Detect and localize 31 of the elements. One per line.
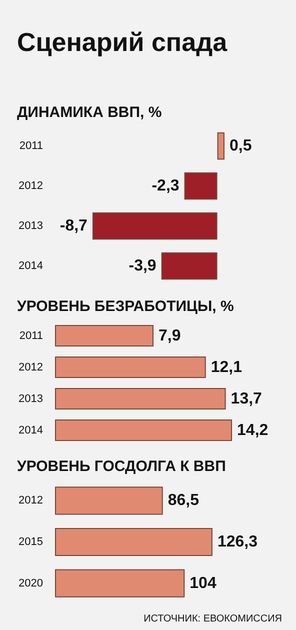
chart-subtitle: ДИНАМИКА ВВП, % [17,104,162,121]
y-tick-label: 2014 [18,424,43,436]
chart-title: УРОВЕНЬ БЕЗРАБОТИЦЫ, % [17,298,234,315]
data-label: 104 [190,574,216,592]
y-tick-label: 2011 [19,330,43,342]
y-tick-label: 2012 [18,494,43,507]
data-label: -8,7 [60,218,88,234]
chart-title: УРОВЕНЬ ГОСДОЛГА К ВВП [17,458,226,475]
y-tick-label: 2013 [18,392,43,405]
bar [55,356,206,378]
data-label: 126,3 [217,534,258,550]
data-label: -3,9 [128,258,156,274]
text: ИСТОЧНИК: ЕВОКОМИССИЯ [144,614,282,624]
y-tick-label: 2012 [18,180,43,192]
chart-title: Сценарий спада [17,27,228,57]
data-label: 12,1 [210,358,242,376]
bar [55,388,226,410]
y-tick-label: 2015 [18,536,43,548]
y-tick-label: 2020 [18,577,43,590]
y-tick-label: 2011 [19,140,43,152]
data-label: 14,2 [237,422,268,439]
bar [55,325,154,346]
data-label: 7,9 [158,327,181,344]
data-label: 13,7 [230,390,262,408]
data-label: 86,5 [168,492,200,510]
data-label: 0,5 [229,138,252,154]
bar [55,420,232,441]
data-label: -2,3 [152,178,180,194]
y-tick-label: 2014 [18,260,43,272]
y-tick-label: 2012 [18,361,43,374]
y-tick-label: 2013 [18,220,43,232]
